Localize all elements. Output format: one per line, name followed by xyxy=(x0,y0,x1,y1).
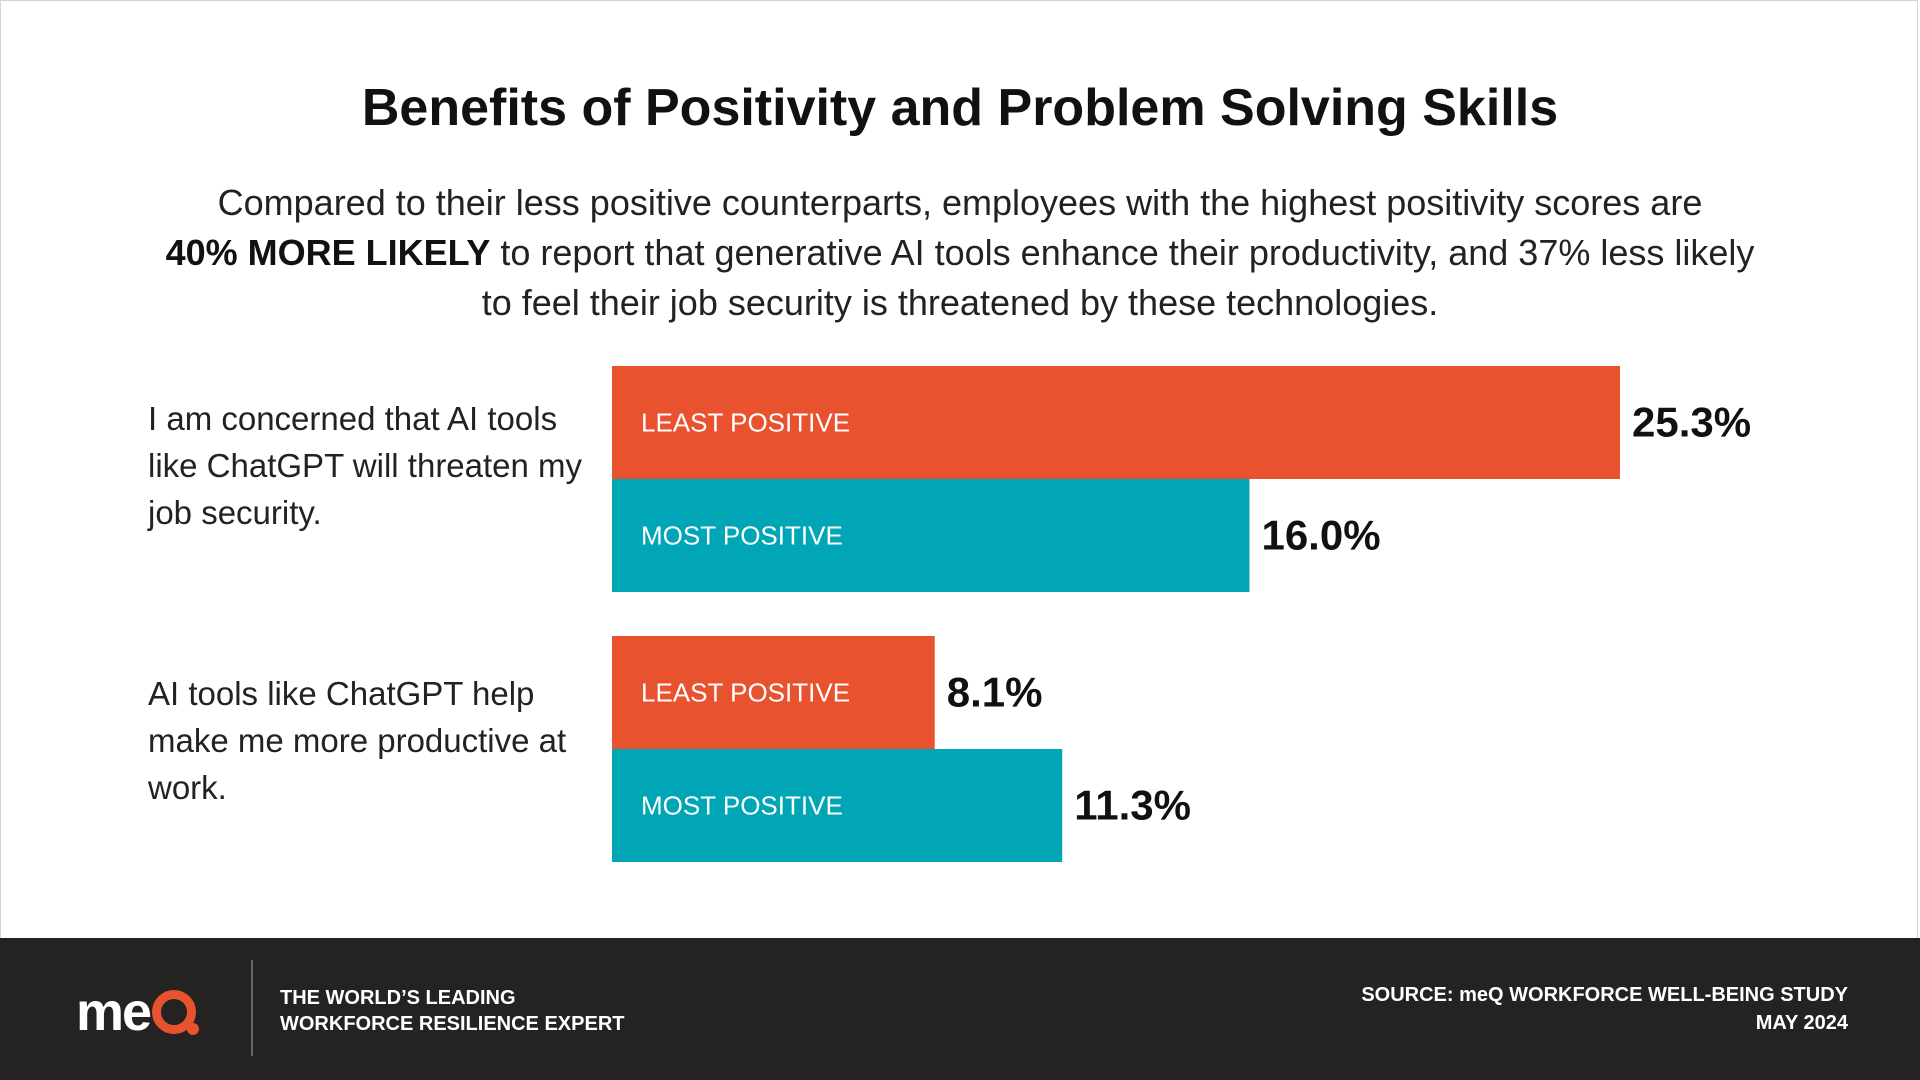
bar-q1-least-positive xyxy=(612,366,1620,479)
question-2-label: AI tools like ChatGPT help make me more … xyxy=(148,675,567,806)
subtitle-line-2: to report that generative AI tools enhan… xyxy=(490,232,1755,273)
meq-logo: me xyxy=(76,982,200,1042)
footer-source: SOURCE: meQ WORKFORCE WELL-BEING STUDY M… xyxy=(1361,981,1848,1037)
footer-tagline: THE WORLD’S LEADING WORKFORCE RESILIENCE… xyxy=(280,985,624,1037)
footer-divider xyxy=(251,960,253,1056)
bar-q2-most-positive xyxy=(612,749,1063,862)
bar-series-label-q1-least-positive: LEAST POSITIVE xyxy=(641,408,850,438)
subtitle-line-3: to feel their job security is threatened… xyxy=(481,282,1439,323)
data-label-q2-least-positive: 8.1% xyxy=(947,669,1043,716)
tagline-line-2: WORKFORCE RESILIENCE EXPERT xyxy=(280,1013,625,1035)
data-label-q1-least-positive: 25.3% xyxy=(1632,399,1751,446)
subtitle-bold-highlight: 40% MORE LIKELY xyxy=(165,232,491,273)
source-line-1: SOURCE: meQ WORKFORCE WELL-BEING STUDY xyxy=(1361,984,1848,1006)
logo-q-mark xyxy=(152,990,200,1035)
data-label-q2-most-positive: 11.3% xyxy=(1074,782,1191,829)
question-1-label: I am concerned that AI tools like ChatGP… xyxy=(148,400,583,531)
bar-series-label-q2-most-positive: MOST POSITIVE xyxy=(641,791,843,821)
source-line-2: MAY 2024 xyxy=(1755,1012,1848,1034)
bar-q2-least-positive xyxy=(612,636,935,749)
tagline-line-1: THE WORLD’S LEADING xyxy=(280,987,516,1009)
logo-text: me xyxy=(76,982,152,1042)
data-label-q1-most-positive: 16.0% xyxy=(1261,512,1380,559)
bar-chart: LEAST POSITIVE 25.3% MOST POSITIVE 16.0% LEA… xyxy=(612,366,1751,862)
bar-series-label-q2-least-positive: LEAST POSITIVE xyxy=(641,678,850,708)
footer-bar: me THE WORLD’S LEADING WORKFORCE RESILIE… xyxy=(0,938,1920,1080)
chart-subtitle: Compared to their less positive counterp… xyxy=(130,178,1790,328)
chart-title: Benefits of Positivity and Problem Solvi… xyxy=(361,79,1559,137)
bar-q1-most-positive xyxy=(612,479,1250,592)
subtitle-line-1: Compared to their less positive counterp… xyxy=(217,182,1703,223)
bar-series-label-q1-most-positive: MOST POSITIVE xyxy=(641,521,843,551)
